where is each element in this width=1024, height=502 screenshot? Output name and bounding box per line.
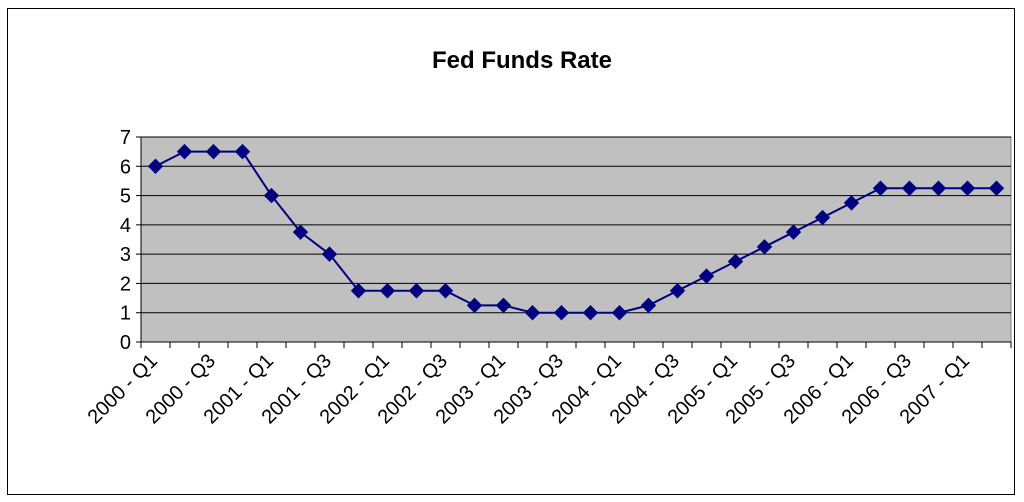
y-tick-label: 2 (120, 273, 131, 295)
chart-title: Fed Funds Rate (432, 47, 612, 74)
data-point-marker (408, 283, 425, 299)
data-point-marker (959, 180, 976, 196)
series-group (147, 143, 1005, 321)
data-point-marker (843, 195, 860, 211)
y-tick-label: 0 (120, 332, 131, 354)
y-axis-ticks: 0 1 2 3 4 5 6 7 (120, 127, 141, 354)
data-point-marker (611, 305, 628, 321)
data-point-marker (669, 283, 686, 299)
data-point-marker (785, 224, 802, 240)
y-tick-label: 1 (120, 303, 131, 325)
data-point-marker (321, 246, 338, 262)
data-point-marker (350, 283, 367, 299)
y-tick-label: 6 (120, 156, 131, 178)
data-point-marker (495, 297, 512, 314)
data-point-marker (292, 224, 309, 240)
data-point-marker (553, 305, 570, 321)
gridlines (141, 136, 1011, 314)
data-point-marker (988, 180, 1005, 196)
data-point-marker (814, 209, 831, 226)
data-point-marker (901, 180, 918, 196)
data-point-marker (234, 143, 251, 160)
data-point-marker (930, 180, 947, 196)
data-point-marker (698, 268, 715, 284)
data-point-marker (466, 297, 483, 314)
data-point-marker (437, 283, 454, 299)
data-point-marker (176, 143, 193, 160)
y-tick-label: 7 (120, 127, 131, 149)
data-point-marker (727, 253, 744, 270)
y-tick-label: 4 (120, 215, 131, 237)
plot-area (140, 136, 1012, 343)
data-point-marker (872, 180, 889, 196)
data-point-marker (756, 239, 773, 255)
data-point-marker (582, 305, 599, 321)
y-tick-label: 3 (120, 244, 131, 266)
data-point-marker (524, 305, 541, 321)
y-tick-label: 5 (120, 186, 131, 208)
data-point-marker (147, 158, 164, 174)
data-point-marker (640, 297, 657, 314)
data-point-marker (205, 143, 222, 160)
data-point-marker (379, 283, 396, 299)
data-point-marker (263, 187, 280, 204)
